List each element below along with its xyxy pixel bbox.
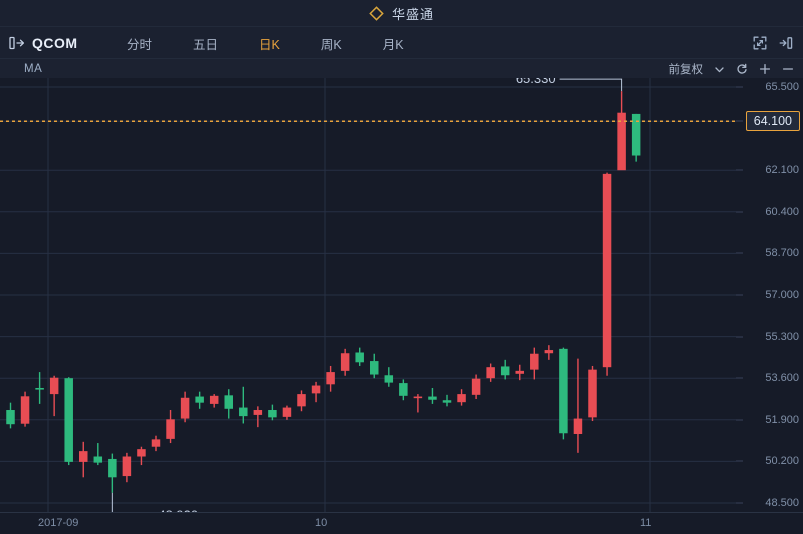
- side-panel-icon[interactable]: [779, 36, 793, 50]
- indicator-bar: MA 前复权: [0, 58, 803, 79]
- symbol-group: QCOM: [0, 35, 127, 51]
- refresh-icon[interactable]: [736, 63, 748, 75]
- price-axis-tick: [736, 419, 743, 421]
- price-axis-tick: [736, 336, 743, 338]
- price-axis-tick: [736, 502, 743, 504]
- price-axis-label: 51.900: [765, 413, 799, 426]
- high-price-annotation: 65.330: [516, 78, 556, 86]
- low-price-annotation: 48.920: [158, 508, 198, 512]
- expand-fullscreen-icon[interactable]: [753, 36, 767, 50]
- period-tabs: 分时 五日 日K 周K 月K: [127, 34, 445, 53]
- price-axis-label: 53.600: [765, 372, 799, 385]
- price-axis-tick: [736, 169, 743, 171]
- navbar-actions: [753, 36, 803, 50]
- symbol-label: QCOM: [32, 35, 78, 51]
- diamond-logo-icon: [369, 5, 384, 21]
- price-axis-label: 58.700: [765, 247, 799, 260]
- time-axis: 2017-09 10 11: [0, 512, 803, 534]
- chevron-down-icon[interactable]: [714, 64, 725, 75]
- sidebar-toggle-icon[interactable]: [9, 36, 25, 50]
- time-axis-label: 11: [640, 517, 652, 529]
- price-axis-tick: [736, 211, 743, 213]
- tab-fenshi[interactable]: 分时: [127, 37, 153, 52]
- price-axis-tick: [736, 294, 743, 296]
- price-axis-label: 48.500: [765, 497, 799, 509]
- ma-indicator-label[interactable]: MA: [24, 63, 43, 75]
- tab-5day[interactable]: 五日: [193, 37, 219, 52]
- time-axis-label: 2017-09: [38, 517, 79, 529]
- indicator-actions: 前复权: [669, 61, 803, 77]
- tab-weekk[interactable]: 周K: [320, 37, 342, 52]
- chart-area[interactable]: 65.330 48.920 65.500 64.100 62.100 60.400 58.…: [0, 78, 803, 512]
- tab-monthk[interactable]: 月K: [382, 37, 404, 52]
- price-axis: 65.500 64.100 62.100 60.400 58.700 57.000 55.3…: [736, 78, 803, 512]
- price-axis-tick: [736, 120, 743, 122]
- price-axis-label: 50.200: [765, 455, 799, 468]
- price-axis-label: 62.100: [765, 164, 799, 177]
- price-axis-label: 65.500: [765, 81, 799, 93]
- brand-name: 华盛通: [391, 6, 434, 22]
- candlestick-plot[interactable]: 65.330 48.920: [0, 78, 736, 512]
- time-axis-label: 10: [315, 517, 328, 529]
- symbol-period-bar: QCOM 分时 五日 日K 周K 月K: [0, 26, 803, 59]
- title-bar: 华盛通: [0, 0, 803, 26]
- price-axis-label: 60.400: [765, 205, 799, 218]
- tab-dayk[interactable]: 日K: [259, 37, 280, 52]
- price-axis-tick: [736, 377, 743, 379]
- price-axis-label: 55.300: [765, 330, 799, 343]
- price-axis-tick: [736, 86, 743, 88]
- plot-svg: 65.330 48.920: [0, 78, 736, 512]
- price-axis-label: 57.000: [765, 289, 799, 301]
- plus-icon[interactable]: [759, 63, 771, 75]
- price-axis-tick: [736, 252, 743, 254]
- price-axis-tick: [736, 460, 743, 462]
- adjust-mode-label[interactable]: 前复权: [668, 64, 704, 76]
- current-price-badge[interactable]: 64.100: [745, 111, 800, 132]
- minus-icon[interactable]: [782, 63, 794, 75]
- brand: 华盛通: [369, 4, 434, 23]
